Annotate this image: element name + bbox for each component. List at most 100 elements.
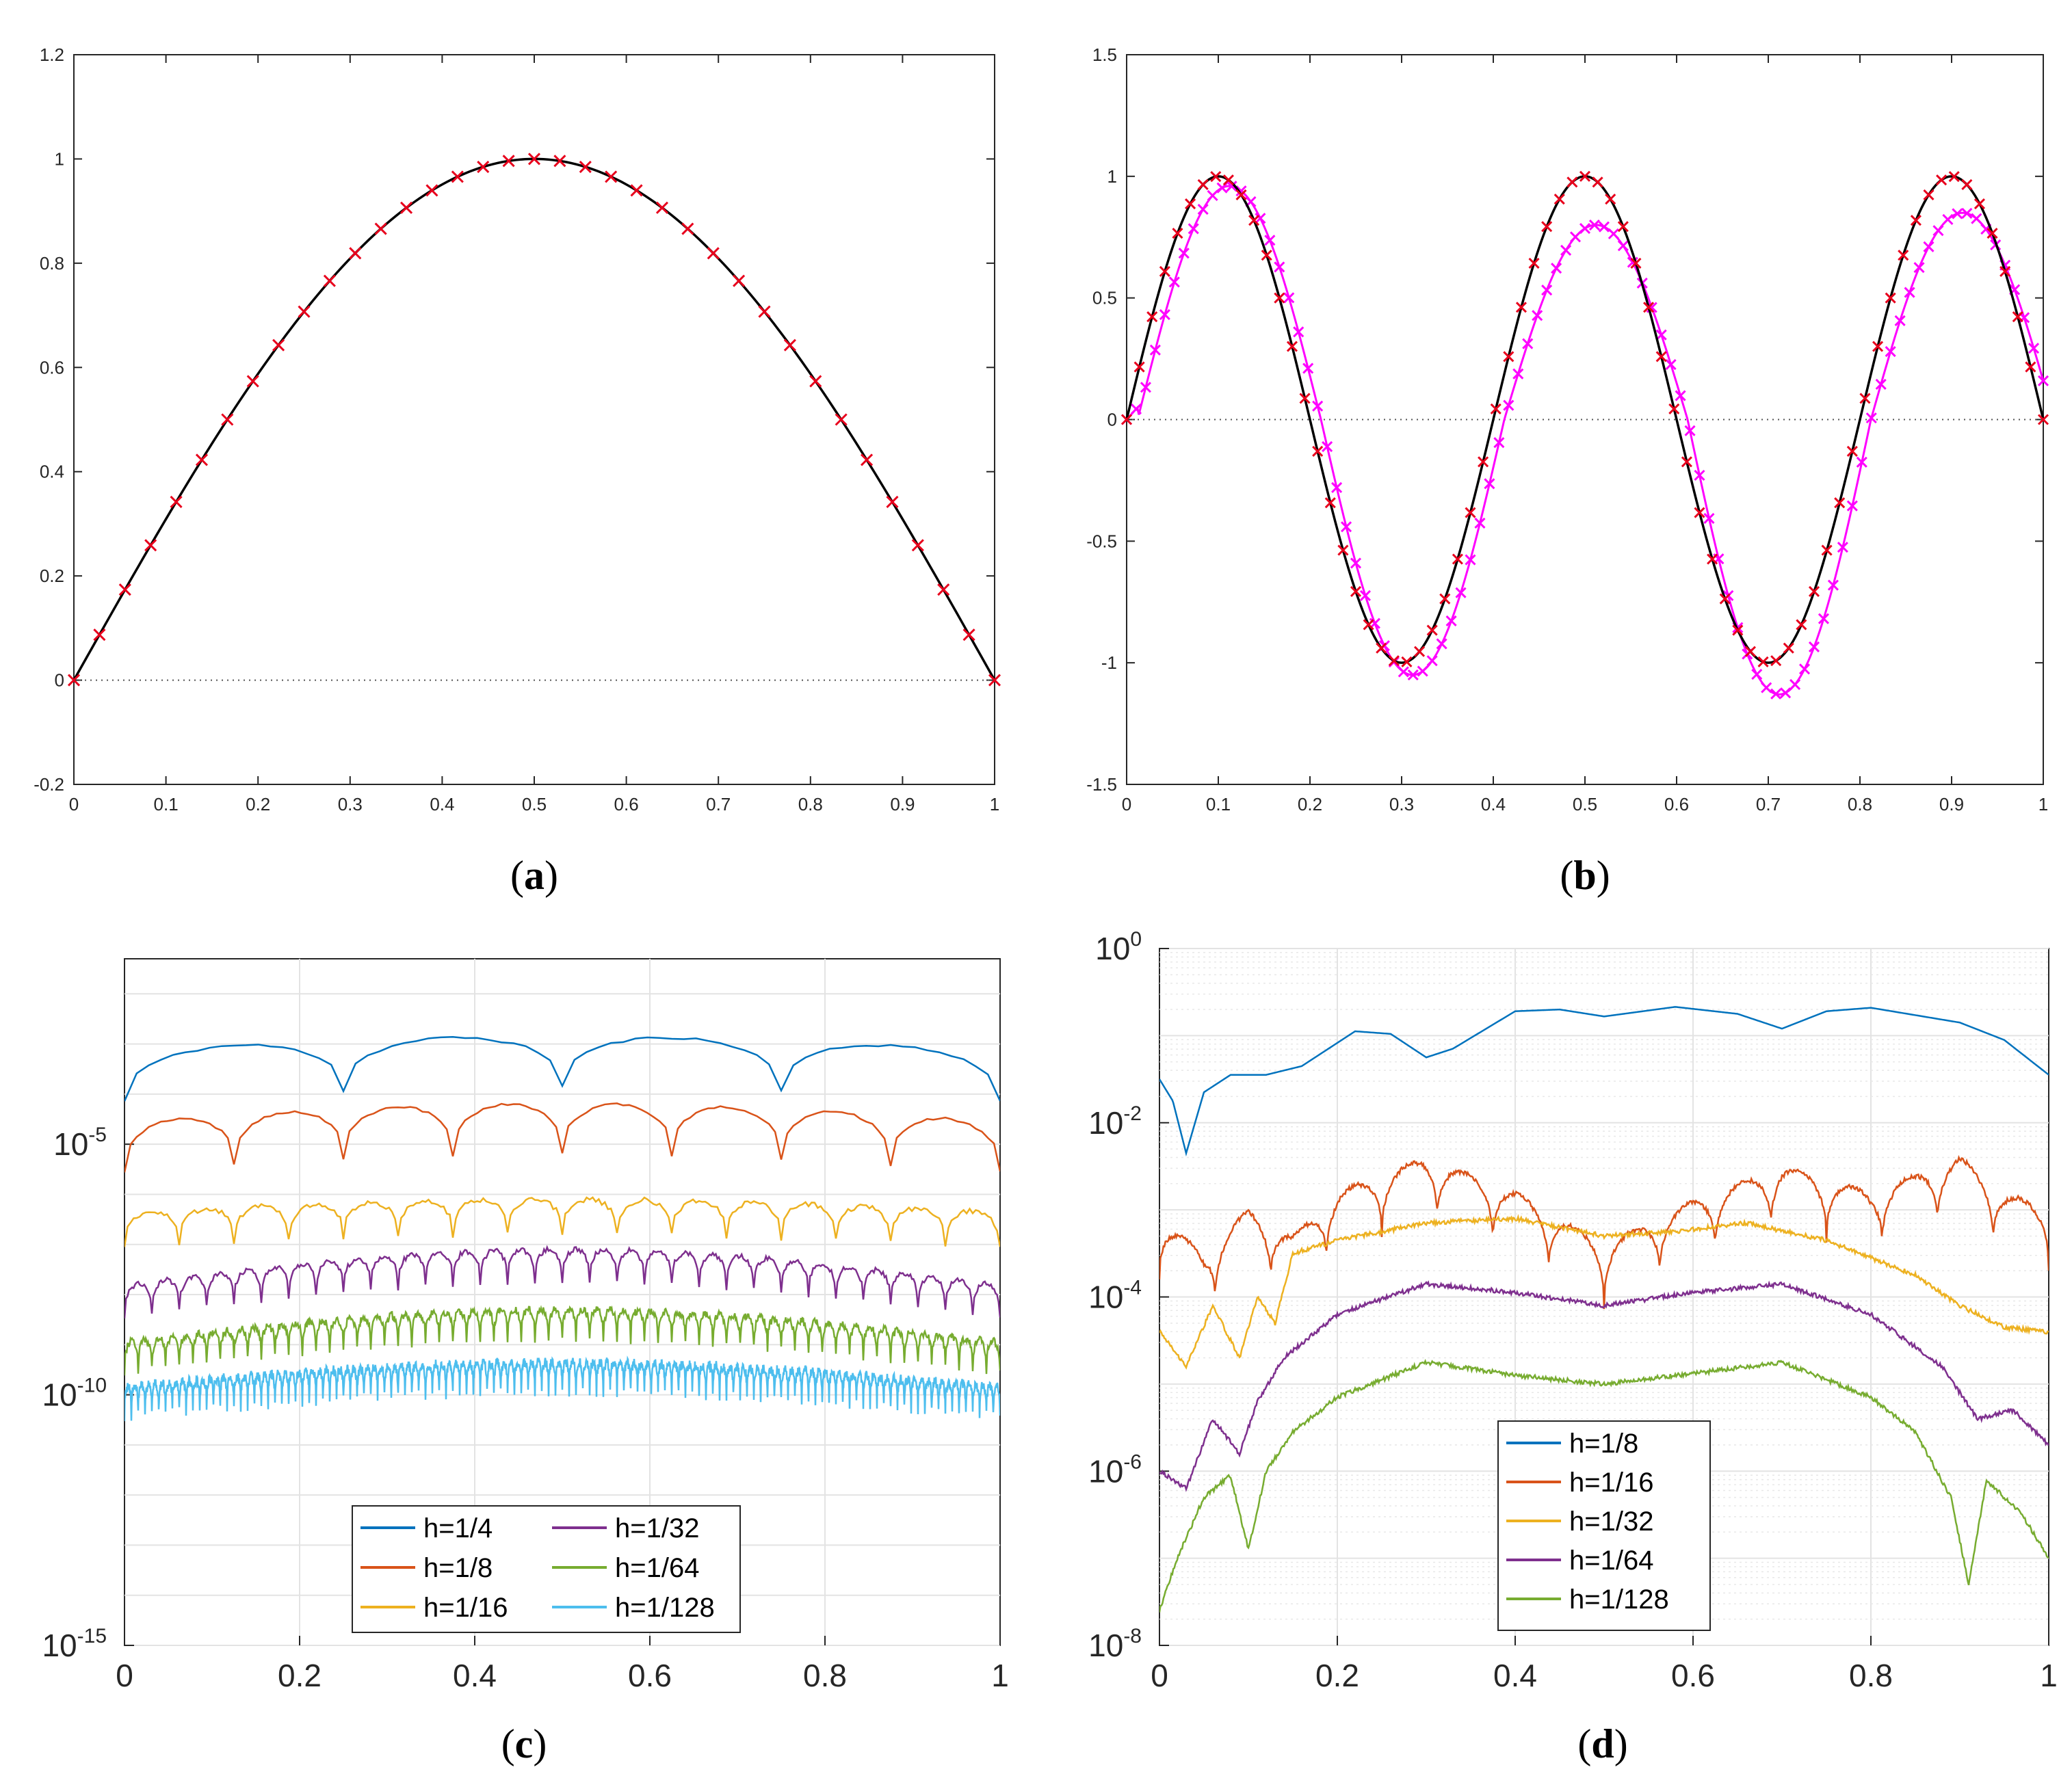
series-numerical-marker <box>1719 593 1731 605</box>
series-perturbed-marker <box>1904 287 1915 298</box>
series-perturbed-marker <box>1952 208 1963 220</box>
y-tick-label: 0 <box>1107 410 1117 430</box>
series-perturbed-marker <box>1837 542 1848 553</box>
x-tick-label: 0.2 <box>1298 794 1322 814</box>
series-perturbed-marker <box>1130 403 1142 415</box>
series-numerical-marker <box>1465 507 1476 518</box>
series-numerical-marker <box>1248 215 1260 226</box>
series-line-h-1-128 <box>124 1355 1000 1422</box>
y-tick-base: 10 <box>53 1126 88 1162</box>
series-numerical-marker <box>1376 642 1387 654</box>
series-numerical-marker <box>758 305 771 318</box>
series-perturbed-marker <box>1283 292 1295 304</box>
series-line-h-1-128 <box>1159 1358 2049 1613</box>
series-numerical-marker <box>1388 655 1400 667</box>
series-numerical-marker <box>1732 624 1744 636</box>
series-numerical-marker <box>579 160 592 174</box>
x-tick-label: 0.3 <box>1389 794 1414 814</box>
series-numerical-marker <box>1910 215 1922 226</box>
series-numerical-marker <box>374 222 387 235</box>
series-line-h-1-64 <box>124 1305 1000 1376</box>
series-perturbed-marker <box>1159 309 1170 321</box>
series-perturbed-marker <box>1168 276 1180 288</box>
x-tick-label: 0.4 <box>453 1658 497 1693</box>
x-tick-label: 0.8 <box>803 1658 847 1693</box>
series-perturbed-marker <box>2028 343 2040 354</box>
series-perturbed-marker <box>1322 440 1333 453</box>
panel-a-label: (a) <box>510 853 558 898</box>
series-perturbed-marker <box>1350 557 1362 569</box>
y-tick-exponent: -8 <box>1123 1625 1142 1647</box>
series-perturbed-marker <box>1588 219 1601 231</box>
series-perturbed-marker <box>1923 241 1935 252</box>
series-numerical-marker <box>1872 341 1884 352</box>
series-numerical-marker <box>1439 593 1451 605</box>
series-perturbed-marker <box>1532 310 1543 321</box>
series-perturbed-marker <box>1465 554 1476 566</box>
series-line-h-1-32 <box>1159 1214 2049 1370</box>
y-tick-base: 10 <box>1088 1628 1123 1663</box>
legend-label: h=1/8 <box>1569 1429 1638 1459</box>
y-tick-label: 0.4 <box>40 462 64 482</box>
series-numerical-marker <box>527 153 541 165</box>
series-numerical-marker <box>1566 176 1578 188</box>
x-tick-label: 0.3 <box>338 794 363 814</box>
y-tick-exponent: -10 <box>77 1375 107 1397</box>
series-numerical-marker <box>962 628 975 641</box>
y-tick-label: 10-6 <box>1088 1450 1142 1489</box>
legend-label: h=1/128 <box>1569 1585 1669 1615</box>
y-tick-label: 10-4 <box>1088 1277 1142 1315</box>
legend-label: h=1/32 <box>1569 1507 1653 1537</box>
series-numerical-marker <box>783 339 796 352</box>
series-numerical-marker <box>1286 341 1298 352</box>
series-perturbed-marker <box>1178 248 1190 259</box>
series-perturbed-marker <box>1493 437 1505 449</box>
series-numerical-marker <box>195 453 209 466</box>
series-perturbed-marker <box>1913 262 1925 274</box>
series-numerical-marker <box>1413 646 1426 657</box>
y-tick-label: 1 <box>55 148 64 169</box>
series-perturbed-marker <box>1703 512 1715 525</box>
series-perturbed-marker <box>1541 284 1553 296</box>
series-perturbed-marker <box>1942 213 1954 225</box>
series-numerical-marker <box>1363 619 1374 631</box>
y-tick-exponent: -4 <box>1123 1277 1142 1299</box>
y-tick-label: 0.5 <box>1092 288 1117 308</box>
y-tick-exponent: -6 <box>1123 1450 1142 1473</box>
y-tick-label: 1 <box>1107 166 1117 187</box>
series-perturbed-marker <box>1856 456 1867 468</box>
series-line-h-1-16 <box>1159 1154 2049 1310</box>
series-numerical-marker <box>170 495 183 508</box>
panel-b-plot-area <box>1120 170 2049 700</box>
series-numerical-marker <box>655 201 669 214</box>
series-perturbed-marker <box>1655 329 1667 341</box>
panel-a-ticks: 0 0.1 0.2 0.3 0.4 0.5 0.6 0.7 0.8 0.9 1-0.200.20.4… <box>34 44 999 814</box>
series-perturbed-marker <box>1569 231 1582 243</box>
series-perturbed-marker <box>1149 344 1161 356</box>
x-tick-label: 0.1 <box>1206 794 1231 814</box>
x-tick-label: 0.2 <box>278 1658 322 1693</box>
series-numerical-marker <box>2037 414 2049 425</box>
series-numerical-marker <box>1617 221 1629 233</box>
series-perturbed-marker <box>1522 338 1534 349</box>
series-numerical-marker <box>1834 497 1846 509</box>
series-line-h-1-64 <box>1159 1280 2049 1492</box>
series-numerical-marker <box>144 539 157 552</box>
x-tick-label: 1 <box>2040 1658 2058 1693</box>
series-numerical-marker <box>298 305 311 318</box>
x-tick-label: 0 <box>1122 794 1131 814</box>
series-numerical-marker <box>1133 361 1145 373</box>
series-perturbed-marker <box>1331 481 1343 494</box>
panel-c-series-group <box>124 1035 1000 1422</box>
series-perturbed-marker <box>1761 682 1772 693</box>
y-tick-label: 100 <box>1095 928 1142 966</box>
y-tick-base: 10 <box>42 1628 77 1663</box>
series-perturbed-marker <box>1675 390 1686 401</box>
legend-box <box>1497 1420 1711 1631</box>
series-numerical-marker <box>1210 171 1222 183</box>
y-tick-label: 10-10 <box>42 1375 107 1413</box>
panel-a-plot-area <box>67 153 1001 687</box>
series-numerical-marker <box>1757 656 1769 667</box>
